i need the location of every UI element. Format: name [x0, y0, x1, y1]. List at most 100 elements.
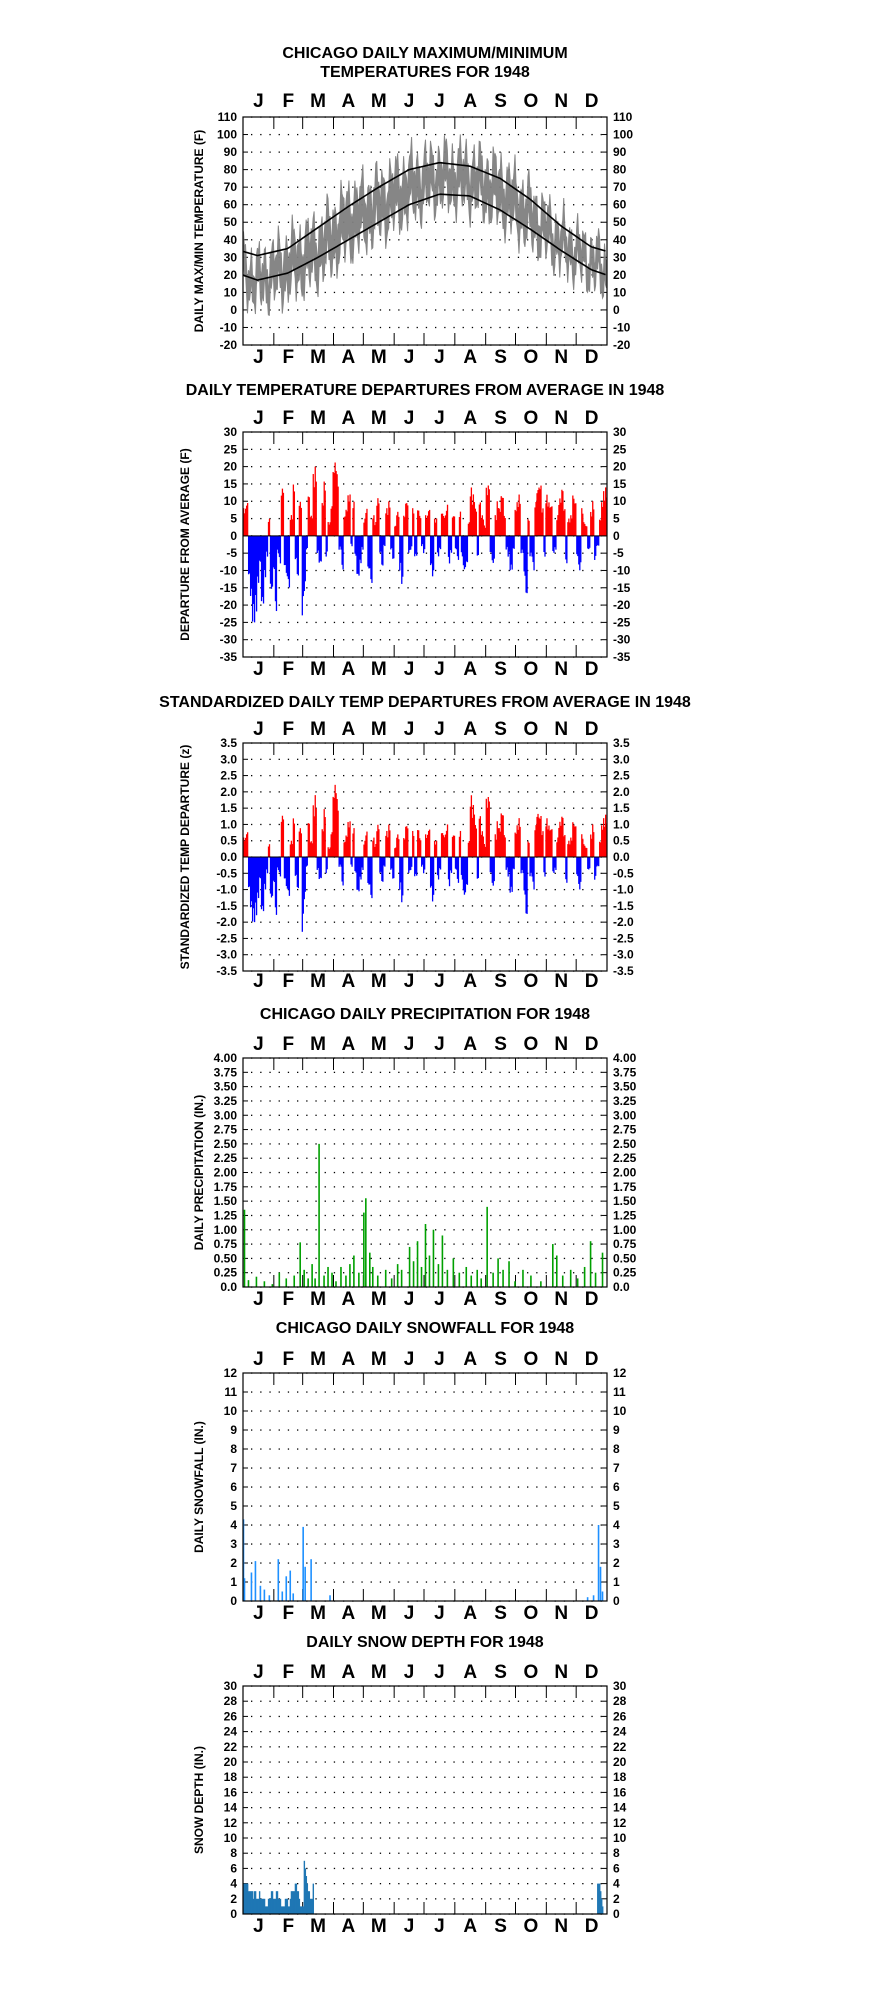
grid-dot — [518, 938, 519, 939]
precipitation-bar — [248, 1280, 250, 1287]
grid-dot — [325, 938, 326, 939]
grid-dot — [591, 905, 592, 906]
grid-dot — [288, 1524, 289, 1525]
grid-dot — [398, 775, 399, 776]
grid-dot — [361, 1410, 362, 1411]
departure-bar — [505, 518, 506, 536]
grid-dot — [251, 1562, 252, 1563]
month-label-bottom: N — [554, 1603, 568, 1624]
grid-dot — [361, 1792, 362, 1793]
grid-dot — [536, 604, 537, 605]
grid-dot — [481, 222, 482, 223]
grid-dot — [527, 759, 528, 760]
grid-dot — [509, 759, 510, 760]
grid-dot — [352, 151, 353, 152]
grid-dot — [582, 553, 583, 554]
grid-dot — [573, 1853, 574, 1854]
grid-dot — [518, 1822, 519, 1823]
departure-bar — [564, 835, 565, 857]
departure-bar — [325, 817, 326, 857]
grid-dot — [343, 938, 344, 939]
month-label-top: O — [524, 91, 539, 112]
grid-dot — [444, 1581, 445, 1582]
grid-dot — [352, 639, 353, 640]
grid-dot — [426, 1186, 427, 1187]
grid-dot — [536, 1243, 537, 1244]
grid-dot — [361, 1129, 362, 1130]
grid-dot — [352, 1201, 353, 1202]
grid-dot — [555, 1868, 556, 1869]
departure-bar — [353, 828, 354, 857]
grid-dot — [297, 1868, 298, 1869]
grid-dot — [463, 1129, 464, 1130]
departure-bar — [280, 857, 281, 876]
month-label-bottom: D — [585, 659, 599, 680]
grid-dot — [435, 222, 436, 223]
grid-dot — [398, 1853, 399, 1854]
grid-dot — [361, 954, 362, 955]
grid-dot — [325, 1701, 326, 1702]
grid-dot — [380, 1853, 381, 1854]
grid-dot — [389, 553, 390, 554]
grid-dot — [426, 1562, 427, 1563]
month-label-top: N — [554, 719, 568, 740]
grid-dot — [343, 274, 344, 275]
grid-dot — [269, 1143, 270, 1144]
grid-dot — [297, 808, 298, 809]
grid-dot — [555, 587, 556, 588]
grid-dot — [426, 1761, 427, 1762]
grid-dot — [453, 775, 454, 776]
grid-dot — [499, 257, 500, 258]
grid-dot — [426, 938, 427, 939]
grid-dot — [463, 1143, 464, 1144]
grid-dot — [426, 1868, 427, 1869]
grid-dot — [481, 1100, 482, 1101]
grid-dot — [389, 1129, 390, 1130]
grid-dot — [325, 309, 326, 310]
grid-dot — [343, 1410, 344, 1411]
grid-dot — [573, 1158, 574, 1159]
grid-dot — [481, 483, 482, 484]
grid-dot — [398, 1746, 399, 1747]
grid-dot — [361, 889, 362, 890]
y-tick-label-right: 20 — [613, 460, 627, 474]
grid-dot — [463, 1505, 464, 1506]
chart-standardized: STANDARDIZED DAILY TEMP DEPARTURES FROM … — [159, 694, 691, 992]
grid-dot — [417, 239, 418, 240]
grid-dot — [315, 151, 316, 152]
grid-dot — [518, 1086, 519, 1087]
grid-dot — [435, 553, 436, 554]
y-tick-label-right: 3.75 — [613, 1065, 637, 1079]
grid-dot — [426, 292, 427, 293]
departure-bar — [327, 857, 328, 869]
grid-dot — [361, 1701, 362, 1702]
grid-dot — [582, 1467, 583, 1468]
grid-dot — [564, 639, 565, 640]
y-tick-label: 12 — [224, 1366, 238, 1380]
grid-dot — [601, 1822, 602, 1823]
grid-dot — [573, 1701, 574, 1702]
grid-dot — [297, 151, 298, 152]
grid-dot — [472, 292, 473, 293]
precipitation-bar — [590, 1241, 592, 1287]
grid-dot — [573, 327, 574, 328]
grid-dot — [582, 1229, 583, 1230]
grid-dot — [279, 1391, 280, 1392]
grid-dot — [279, 905, 280, 906]
grid-dot — [380, 1115, 381, 1116]
grid-dot — [591, 1716, 592, 1717]
grid-dot — [306, 1391, 307, 1392]
grid-dot — [371, 1143, 372, 1144]
departure-bar — [407, 505, 408, 535]
month-label-top: S — [494, 1349, 507, 1370]
grid-dot — [564, 1746, 565, 1747]
grid-dot — [251, 1746, 252, 1747]
y-tick-label: 4.00 — [214, 1051, 238, 1065]
grid-dot — [315, 1746, 316, 1747]
grid-dot — [490, 922, 491, 923]
grid-dot — [343, 1701, 344, 1702]
grid-dot — [518, 1883, 519, 1884]
grid-dot — [288, 1716, 289, 1717]
grid-dot — [435, 1562, 436, 1563]
grid-dot — [555, 1272, 556, 1273]
